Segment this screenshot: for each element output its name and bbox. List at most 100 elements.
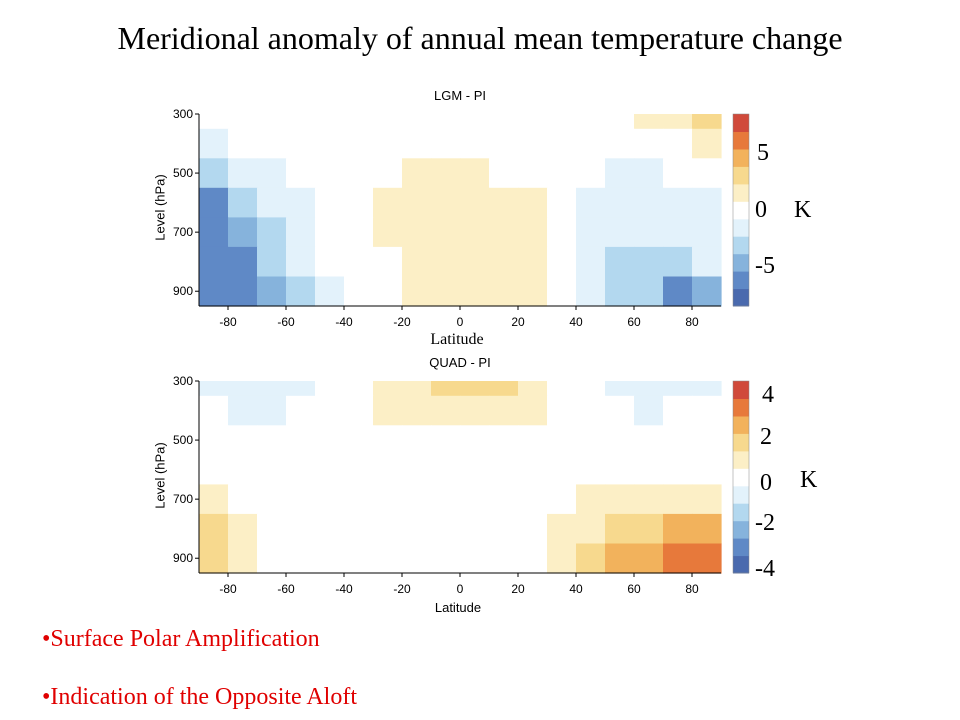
- heatmap-cell: [431, 484, 461, 515]
- heatmap-cell: [663, 381, 693, 397]
- heatmap-cell: [431, 276, 461, 307]
- heatmap-cell: [344, 246, 374, 277]
- heatmap-cell: [547, 454, 577, 485]
- heatmap-cell: [547, 217, 577, 248]
- heatmap-cell: [286, 114, 316, 130]
- heatmap-cell: [373, 246, 403, 277]
- heatmap-cell: [257, 381, 287, 397]
- heatmap-cell: [228, 425, 258, 456]
- heatmap-cell: [286, 513, 316, 544]
- heatmap-cell: [663, 128, 693, 159]
- heatmap-cell: [489, 158, 519, 189]
- heatmap-cell: [373, 114, 403, 130]
- heatmap-cell: [257, 395, 287, 426]
- heatmap-cell: [576, 513, 606, 544]
- heatmap-cell: [228, 543, 258, 574]
- heatmap-cell: [373, 381, 403, 397]
- heatmap-cell: [518, 128, 548, 159]
- colorbar-segment: [733, 398, 749, 417]
- heatmap-cell: [228, 217, 258, 248]
- heatmap-cell: [692, 543, 722, 574]
- colorbar-tick-lgm-5: 5: [757, 140, 769, 166]
- colorbar-tick-quad-2: 2: [760, 424, 772, 450]
- heatmap-cell: [663, 454, 693, 485]
- x-axis-label-quad: Latitude: [434, 600, 482, 615]
- heatmap-cell: [605, 128, 635, 159]
- heatmap-cell: [605, 543, 635, 574]
- heatmap-cell: [692, 484, 722, 515]
- heatmap-cell: [634, 158, 664, 189]
- heatmap-cell: [431, 513, 461, 544]
- panel-title-quad: QUAD - PI: [429, 355, 491, 370]
- heatmap-cell: [315, 187, 345, 218]
- heatmap-cell: [663, 246, 693, 277]
- heatmap-cell: [199, 484, 229, 515]
- x-tick-label: 40: [569, 582, 583, 596]
- heatmap-cell: [605, 158, 635, 189]
- heatmap-cell: [576, 454, 606, 485]
- heatmap-cell: [460, 128, 490, 159]
- heatmap-cell: [199, 381, 229, 397]
- x-tick-label: 80: [685, 315, 699, 329]
- heatmap-cell: [460, 543, 490, 574]
- heatmap-cell: [228, 454, 258, 485]
- heatmap-cell: [257, 276, 287, 307]
- heatmap-cell: [460, 158, 490, 189]
- heatmap-cell: [605, 395, 635, 426]
- x-tick-label: 60: [627, 315, 641, 329]
- heatmap-cell: [402, 543, 432, 574]
- heatmap-cell: [489, 128, 519, 159]
- heatmap-cell: [489, 187, 519, 218]
- heatmap-cell: [431, 187, 461, 218]
- heatmap-cell: [634, 513, 664, 544]
- heatmap-cell: [518, 513, 548, 544]
- heatmap-cell: [431, 395, 461, 426]
- heatmap-cell: [518, 158, 548, 189]
- bullet-opposite-aloft: •Indication of the Opposite Aloft: [42, 684, 358, 710]
- heatmap-cell: [373, 513, 403, 544]
- heatmap-cell: [576, 128, 606, 159]
- x-tick-label: -20: [393, 315, 411, 329]
- heatmap-cell: [402, 395, 432, 426]
- heatmap-cell: [634, 246, 664, 277]
- heatmap-cell: [257, 425, 287, 456]
- heatmap-cell: [489, 246, 519, 277]
- heatmap-cell: [286, 381, 316, 397]
- colorbar-segment: [733, 288, 749, 307]
- heatmap-cell: [257, 114, 287, 130]
- heatmap-cell: [518, 217, 548, 248]
- heatmap-cell: [663, 114, 693, 130]
- heatmap-cell: [344, 381, 374, 397]
- heatmap-cell: [547, 187, 577, 218]
- heatmap-cell: [431, 128, 461, 159]
- heatmap-cell: [547, 395, 577, 426]
- heatmap-cell: [634, 425, 664, 456]
- heatmap-cell: [344, 128, 374, 159]
- heatmap-cell: [315, 543, 345, 574]
- colorbar-segment: [733, 183, 749, 202]
- heatmap-cell: [199, 217, 229, 248]
- heatmap-cell: [518, 454, 548, 485]
- heatmap-cell: [286, 543, 316, 574]
- colorbar-segment: [733, 468, 749, 487]
- heatmap-cell: [634, 543, 664, 574]
- heatmap-cell: [199, 513, 229, 544]
- heatmap-cell: [605, 187, 635, 218]
- heatmap-cell: [315, 128, 345, 159]
- heatmap-cell: [547, 381, 577, 397]
- heatmap-cell: [460, 381, 490, 397]
- heatmap-cell: [547, 128, 577, 159]
- heatmap-cell: [344, 454, 374, 485]
- heatmap-cell: [402, 128, 432, 159]
- heatmap-cell: [605, 217, 635, 248]
- heatmap-cell: [460, 114, 490, 130]
- colorbar-segment: [733, 503, 749, 522]
- heatmap-cell: [547, 425, 577, 456]
- heatmap-cell: [634, 217, 664, 248]
- heatmap-cell: [228, 484, 258, 515]
- heatmap-cell: [489, 513, 519, 544]
- heatmap-cell: [431, 543, 461, 574]
- heatmap-cell: [692, 187, 722, 218]
- heatmap-cell: [228, 187, 258, 218]
